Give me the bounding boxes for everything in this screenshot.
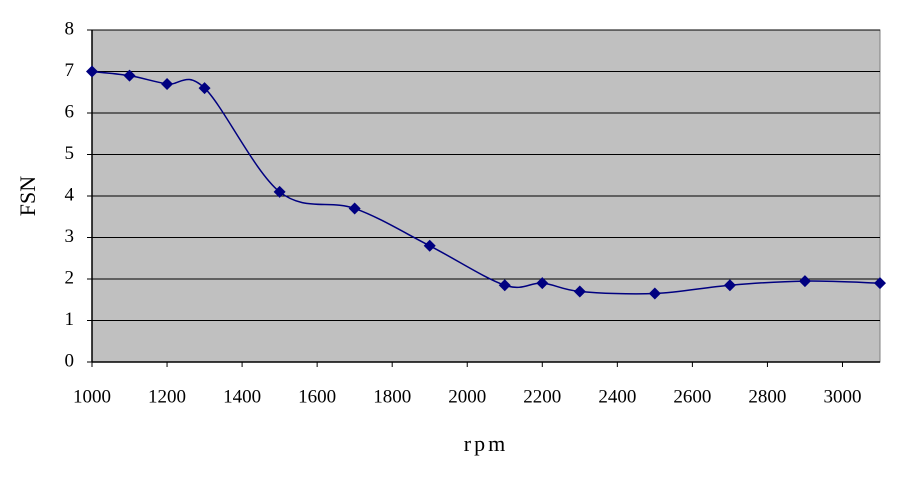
- data-marker: [123, 69, 136, 82]
- x-tick-label: 3000: [823, 386, 861, 407]
- y-tick-label: 3: [65, 226, 75, 247]
- x-tick-label: 2400: [598, 386, 636, 407]
- y-tick-label: 1: [65, 309, 75, 330]
- x-tick-label: 1000: [73, 386, 111, 407]
- data-marker: [573, 285, 586, 298]
- x-tick-label: 2200: [523, 386, 561, 407]
- y-tick-label: 6: [65, 101, 75, 122]
- data-marker: [348, 202, 361, 215]
- x-axis-label: rpm: [464, 431, 508, 456]
- y-tick-label: 4: [65, 184, 75, 205]
- data-marker: [648, 287, 661, 300]
- data-marker: [161, 77, 174, 90]
- y-axis-label: FSN: [15, 176, 40, 216]
- x-tick-label: 1800: [373, 386, 411, 407]
- data-marker: [423, 239, 436, 252]
- data-marker: [198, 82, 211, 95]
- data-marker: [536, 277, 549, 290]
- x-tick-label: 2000: [448, 386, 486, 407]
- x-tick-label: 2600: [673, 386, 711, 407]
- data-marker: [86, 65, 98, 78]
- data-marker: [498, 279, 511, 292]
- y-tick-label: 5: [65, 143, 75, 164]
- data-marker: [273, 185, 286, 198]
- x-tick-label: 1600: [298, 386, 336, 407]
- y-tick-label: 2: [65, 267, 75, 288]
- y-tick-label: 0: [65, 350, 75, 371]
- data-line: [91, 70, 881, 295]
- data-marker: [798, 275, 811, 288]
- x-tick-label: 2800: [748, 386, 786, 407]
- data-marker: [874, 277, 886, 290]
- x-tick-label: 1200: [148, 386, 186, 407]
- data-marker: [723, 279, 736, 292]
- y-tick-label: 7: [65, 60, 75, 81]
- y-tick-label: 8: [65, 18, 75, 39]
- x-tick-label: 1400: [223, 386, 261, 407]
